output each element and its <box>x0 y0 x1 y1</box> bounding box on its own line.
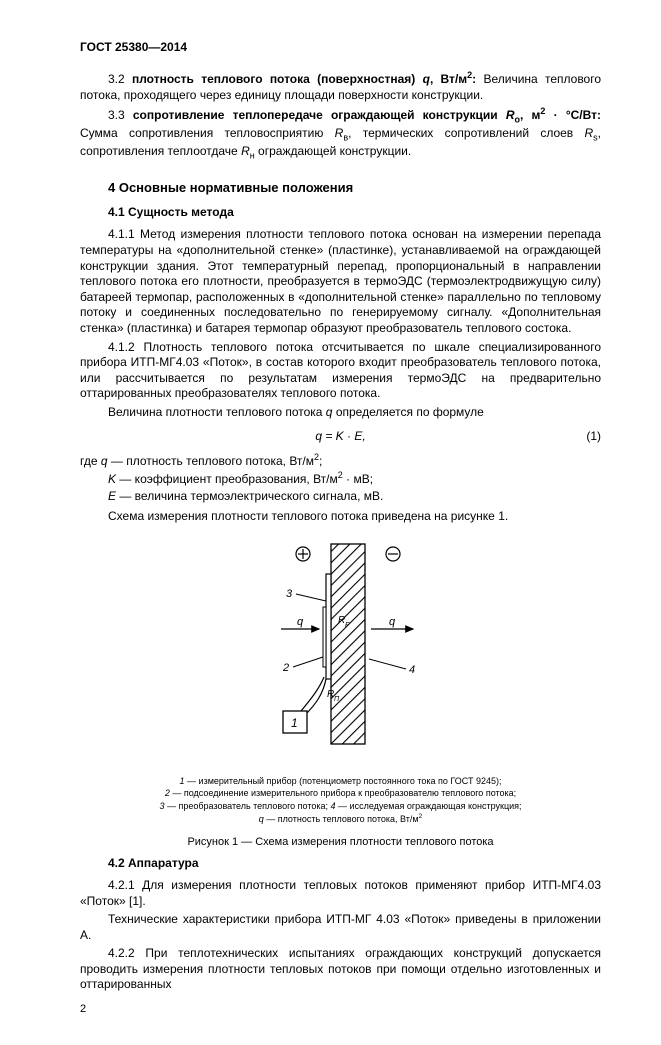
para-4-2-1b: Технические характеристики прибора ИТП-М… <box>80 912 601 943</box>
section-4-2-title: 4.2 Аппаратура <box>80 856 601 870</box>
para-3-2: 3.2 плотность теплового потока (поверхно… <box>80 70 601 103</box>
legend-line-4: q — плотность теплового потока, Вт/м2 <box>80 812 601 826</box>
where-block: где q — плотность теплового потока, Вт/м… <box>80 451 601 505</box>
page-number: 2 <box>80 1003 601 1015</box>
diagram-label-2: 2 <box>282 662 289 674</box>
para-4-2-1a: 4.2.1 Для измерения плотности тепловых п… <box>80 878 601 909</box>
figure-1-diagram: q q 3 2 4 R F R П 1 <box>241 539 441 769</box>
formula-1: q = K · E, (1) <box>80 429 601 443</box>
legend-line-1: 1 — измерительный прибор (потенциометр п… <box>80 775 601 788</box>
para-4-1-1: 4.1.1 Метод измерения плотности тепловог… <box>80 227 601 336</box>
figure-caption: Рисунок 1 — Схема измерения плотности те… <box>80 836 601 848</box>
where-q: где q — плотность теплового потока, Вт/м… <box>80 451 601 470</box>
section-4-1-title: 4.1 Сущность метода <box>80 205 601 219</box>
formula-number: (1) <box>586 429 601 443</box>
para-4-1-2: 4.1.2 Плотность теплового потока отсчиты… <box>80 340 601 402</box>
diagram-label-rf-sub: F <box>345 622 350 629</box>
where-e: E — величина термоэлектрического сигнала… <box>80 488 601 505</box>
formula-text: q = K · E, <box>315 429 365 443</box>
diagram-label-q-left: q <box>297 616 304 628</box>
diagram-label-1: 1 <box>291 716 298 730</box>
diagram-label-3: 3 <box>286 588 293 600</box>
legend-line-2: 2 — подсоединение измерительного прибора… <box>80 787 601 800</box>
document-header: ГОСТ 25380—2014 <box>80 40 601 54</box>
para-4-2-2: 4.2.2 При теплотехнических испытаниях ог… <box>80 946 601 993</box>
diagram-label-q-right: q <box>389 616 396 628</box>
para-3-3: 3.3 сопротивление теплопередаче ограждаю… <box>80 106 601 162</box>
legend-line-3: 3 — преобразователь теплового потока; 4 … <box>80 800 601 813</box>
figure-legend: 1 — измерительный прибор (потенциометр п… <box>80 775 601 826</box>
scheme-intro: Схема измерения плотности теплового пото… <box>80 509 601 525</box>
diagram-label-4: 4 <box>409 664 415 676</box>
para-4-1-2b: Величина плотности теплового потока q оп… <box>80 405 601 421</box>
where-k: K — коэффициент преобразования, Вт/м2 · … <box>80 469 601 488</box>
section-4-title: 4 Основные нормативные положения <box>80 180 601 195</box>
